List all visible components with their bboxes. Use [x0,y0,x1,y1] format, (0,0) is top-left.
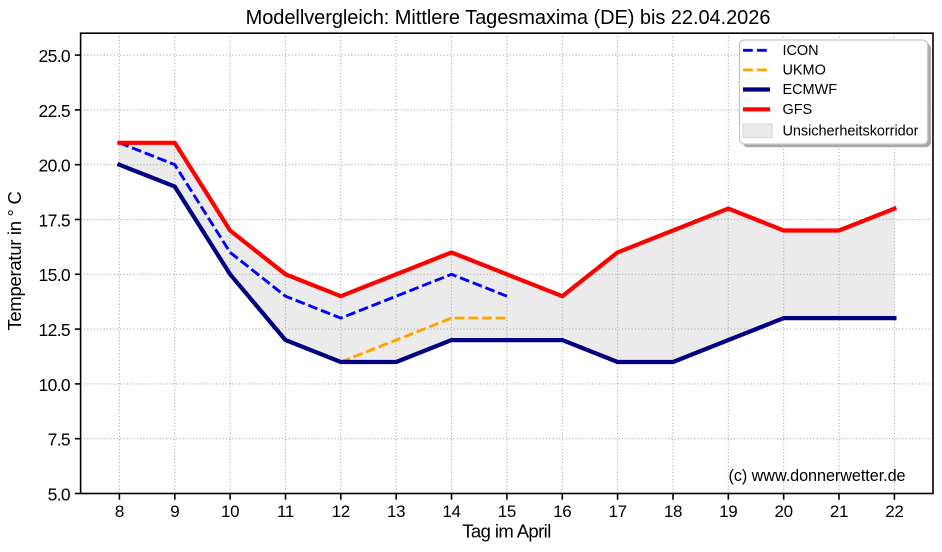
svg-text:Tag im April: Tag im April [462,521,550,542]
svg-text:ECMWF: ECMWF [783,82,838,98]
svg-text:21: 21 [830,502,848,521]
svg-text:7.5: 7.5 [48,430,70,450]
svg-text:20.0: 20.0 [39,156,71,176]
svg-text:13: 13 [387,502,405,521]
svg-text:17.5: 17.5 [39,210,70,230]
svg-text:17: 17 [608,502,626,521]
svg-text:18: 18 [664,502,682,521]
svg-text:5.0: 5.0 [48,484,71,504]
svg-text:15: 15 [498,502,516,521]
svg-text:12: 12 [332,502,350,521]
svg-text:10: 10 [221,502,239,521]
svg-text:15.0: 15.0 [39,265,71,285]
svg-text:22.5: 22.5 [39,101,70,121]
svg-text:8: 8 [115,502,124,521]
svg-text:10.0: 10.0 [39,375,71,395]
svg-text:12.5: 12.5 [39,320,70,340]
svg-text:16: 16 [553,502,571,521]
svg-text:11: 11 [277,502,294,521]
svg-text:GFS: GFS [783,102,813,118]
svg-text:20: 20 [775,502,793,521]
svg-text:22: 22 [885,502,903,521]
svg-text:Unsicherheitskorridor: Unsicherheitskorridor [783,123,919,139]
svg-text:Modellvergleich: Mittlere Tage: Modellvergleich: Mittlere Tagesmaxima (D… [246,7,771,29]
svg-text:9: 9 [170,502,179,521]
svg-text:ICON: ICON [783,43,819,59]
svg-text:Temperatur in ° C: Temperatur in ° C [4,191,25,330]
svg-text:25.0: 25.0 [39,46,71,66]
svg-text:(c) www.donnerwetter.de: (c) www.donnerwetter.de [729,467,906,485]
svg-text:14: 14 [442,502,460,521]
svg-text:UKMO: UKMO [783,63,826,79]
svg-text:19: 19 [719,502,737,521]
